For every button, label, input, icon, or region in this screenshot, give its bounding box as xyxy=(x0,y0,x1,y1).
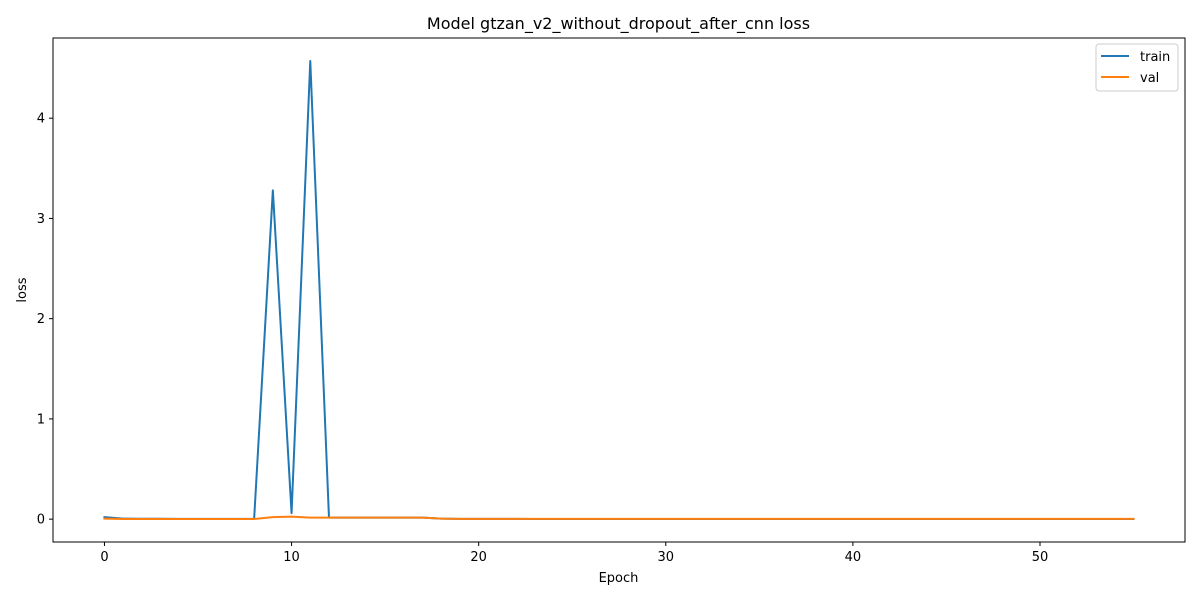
x-axis-ticks: 0 10 20 30 40 50 xyxy=(100,542,1048,565)
x-tick-label: 0 xyxy=(100,550,108,565)
legend-label-train: train xyxy=(1140,50,1170,65)
y-axis-ticks: 0 1 2 3 4 xyxy=(37,112,53,528)
plot-frame xyxy=(52,37,1186,543)
chart-title: Model gtzan_v2_without_dropout_after_cnn… xyxy=(427,14,810,34)
y-tick-label: 4 xyxy=(37,112,45,127)
y-axis-label: loss xyxy=(15,277,30,302)
series-line-val xyxy=(103,515,1135,520)
series-layer xyxy=(103,60,1135,520)
x-tick-label: 40 xyxy=(845,550,862,565)
x-tick-label: 30 xyxy=(658,550,675,565)
y-tick-label: 2 xyxy=(37,312,45,327)
x-tick-label: 20 xyxy=(470,550,487,565)
y-tick-label: 0 xyxy=(37,513,45,528)
legend-label-val: val xyxy=(1140,71,1159,86)
y-tick-label: 1 xyxy=(37,412,45,427)
y-tick-label: 3 xyxy=(37,212,45,227)
x-tick-label: 10 xyxy=(283,550,300,565)
x-axis-label: Epoch xyxy=(599,571,639,586)
legend: train val xyxy=(1095,43,1179,92)
x-tick-label: 50 xyxy=(1032,550,1049,565)
